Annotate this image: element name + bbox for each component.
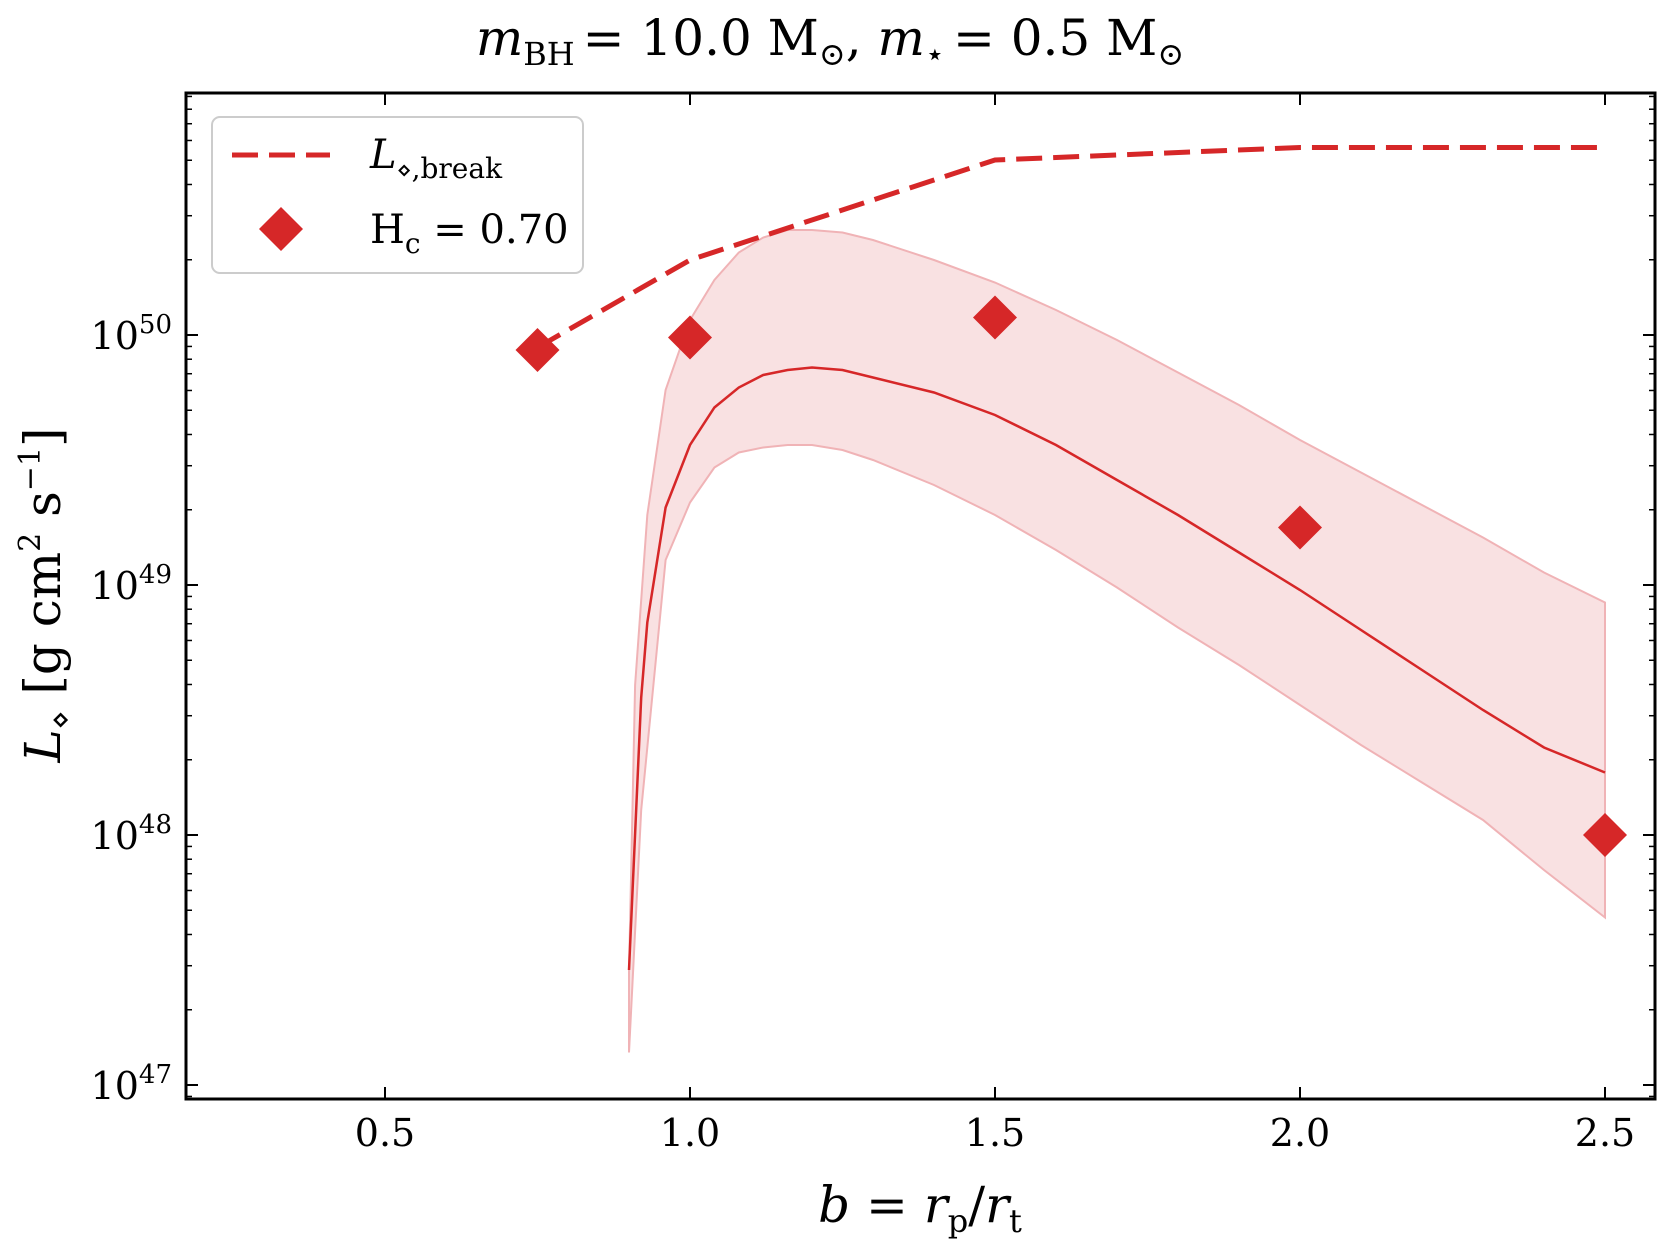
y-tick-label: 1050 xyxy=(91,310,172,358)
hc-marker xyxy=(515,328,560,372)
x-tick-label: 0.5 xyxy=(355,1111,415,1155)
legend: L⋄,break Hc = 0.70 xyxy=(211,116,584,274)
hc-marker xyxy=(973,295,1017,340)
hc-marker xyxy=(1278,505,1322,550)
legend-diamond-icon xyxy=(259,207,303,251)
y-tick-label: 1049 xyxy=(91,560,172,608)
hc-markers xyxy=(515,295,1627,857)
y-axis: 1047 1048 1049 1050 xyxy=(91,95,1655,1108)
legend-box xyxy=(211,116,584,274)
y-axis-label: L⋄ [g cm2 s−1] xyxy=(13,427,78,763)
hc-marker xyxy=(1583,813,1627,857)
y-tick-label: 1047 xyxy=(91,1060,172,1108)
y-tick-label: 1048 xyxy=(91,810,172,858)
x-axis: 0.5 1.0 1.5 2.0 2.5 xyxy=(355,93,1635,1155)
x-axis-label: b = rp/rt xyxy=(818,1176,1022,1240)
break-line xyxy=(536,145,1605,350)
x-tick-label: 1.0 xyxy=(660,1111,720,1155)
x-tick-label: 2.5 xyxy=(1575,1111,1635,1155)
legend-break-label: L⋄,break xyxy=(369,132,503,185)
legend-hc-label: Hc = 0.70 xyxy=(370,207,569,260)
x-tick-label: 1.5 xyxy=(965,1111,1025,1155)
x-tick-label: 2.0 xyxy=(1270,1111,1330,1155)
model-line xyxy=(627,366,1606,971)
confidence-band xyxy=(628,229,1606,1053)
chart-title: mBH = 10.0 M⊙, m⋆ = 0.5 M⊙ xyxy=(476,9,1184,73)
hc-marker xyxy=(668,315,712,360)
